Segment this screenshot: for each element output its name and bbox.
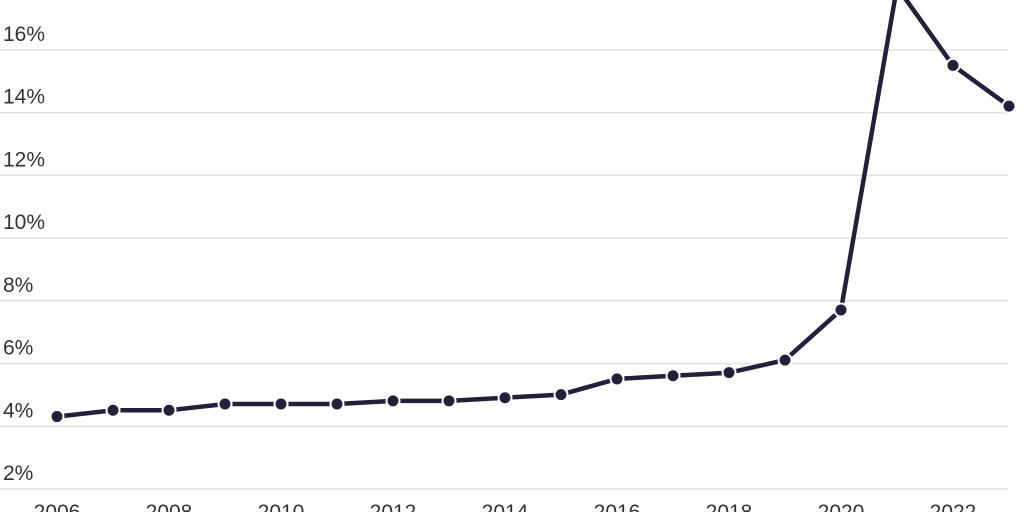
data-point-2015 <box>553 387 569 403</box>
data-point-2006 <box>49 409 65 425</box>
y-axis-tick-labels: 2% 4% 6% 8% 10% 12% 14% 16% <box>3 23 45 485</box>
data-point-2007 <box>105 402 121 418</box>
x-axis-tick-labels: 2006 2008 2010 2012 2014 2016 2018 2020 2022 <box>34 501 977 512</box>
data-point-2011 <box>329 396 345 412</box>
y-tick-label: 12% <box>3 148 45 171</box>
data-point-2008 <box>161 402 177 418</box>
data-point-2018 <box>721 365 737 381</box>
y-tick-label: 10% <box>3 211 45 234</box>
x-tick-label: 2012 <box>370 501 417 512</box>
data-point-2023 <box>1001 98 1017 114</box>
x-tick-label: 2022 <box>930 501 977 512</box>
data-point-2017 <box>665 368 681 384</box>
series-line <box>54 0 1012 419</box>
x-tick-label: 2020 <box>818 501 865 512</box>
x-tick-label: 2018 <box>706 501 753 512</box>
y-tick-label: 6% <box>3 337 33 360</box>
y-tick-label: 2% <box>3 462 33 485</box>
y-tick-label: 14% <box>3 86 45 109</box>
y-tick-label: 4% <box>3 399 33 422</box>
y-tick-label: 16% <box>3 23 45 46</box>
x-tick-label: 2006 <box>34 501 81 512</box>
x-tick-label: 2014 <box>482 501 529 512</box>
data-point-2014 <box>497 390 513 406</box>
x-tick-label: 2010 <box>258 501 305 512</box>
data-point-2019 <box>777 352 793 368</box>
gridlines <box>0 49 1008 490</box>
data-point-2012 <box>385 393 401 409</box>
data-point-2013 <box>441 393 457 409</box>
plot-area <box>49 0 1017 425</box>
data-point-2022 <box>945 57 961 73</box>
data-point-2010 <box>273 396 289 412</box>
data-point-2009 <box>217 396 233 412</box>
data-point-2020 <box>833 302 849 318</box>
y-tick-label: 8% <box>3 274 33 297</box>
x-tick-label: 2008 <box>146 501 193 512</box>
data-point-2016 <box>609 371 625 387</box>
x-tick-label: 2016 <box>594 501 641 512</box>
